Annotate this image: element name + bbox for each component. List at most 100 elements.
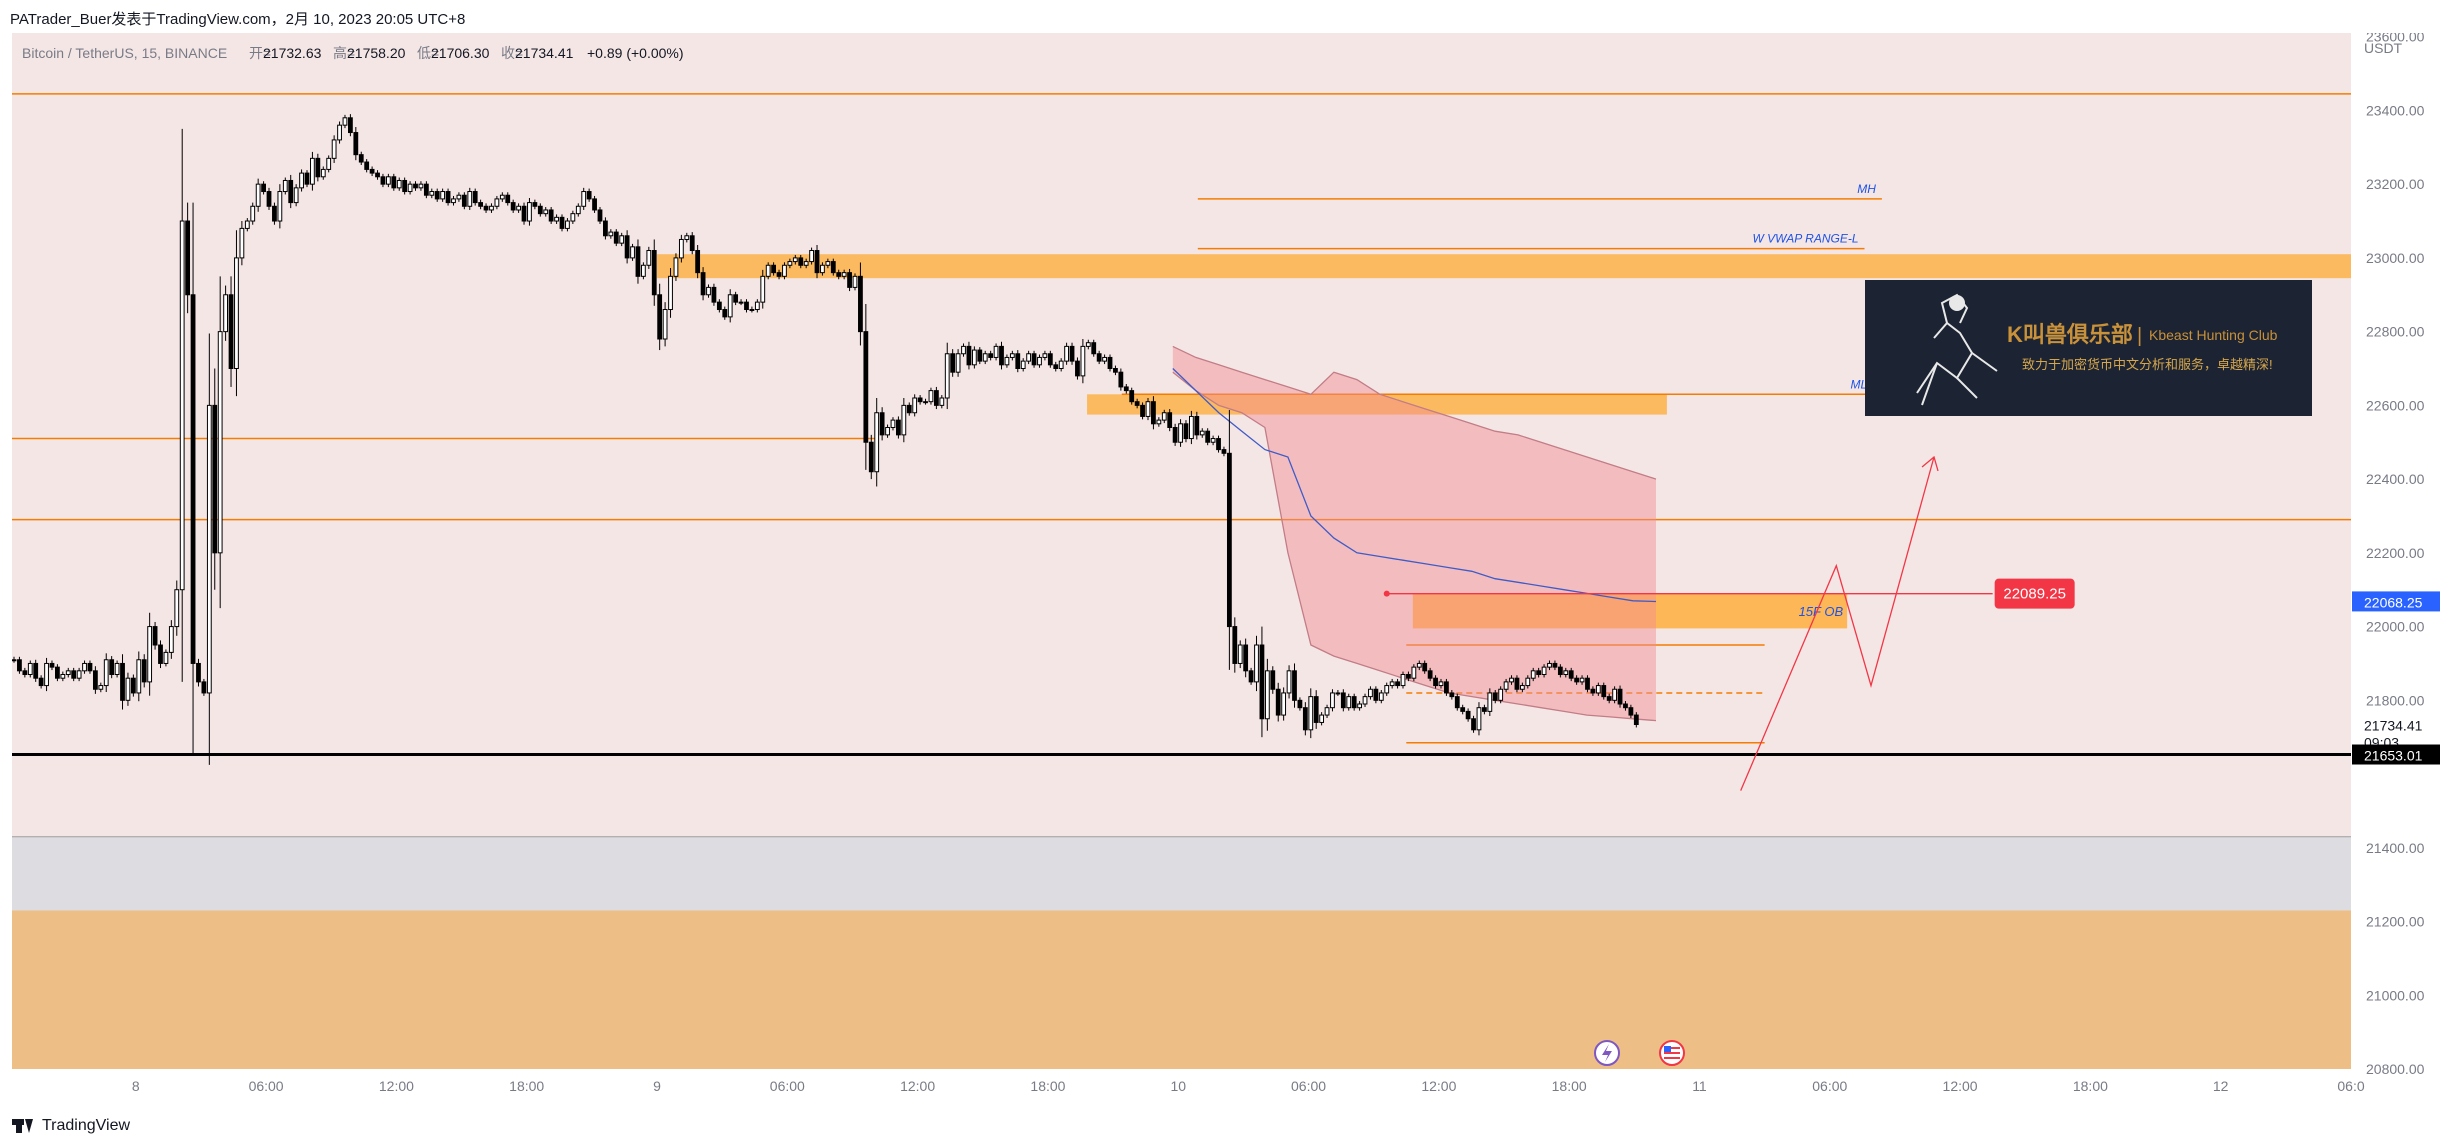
candle-body [1129,390,1135,403]
candle-body [570,213,576,222]
candle-body [1172,426,1178,443]
candle-body [120,662,125,701]
candle [38,675,44,689]
candle-body [711,286,717,303]
candle [521,202,527,225]
candle-body [896,419,901,436]
candle [17,656,22,674]
candle-body [1427,670,1433,679]
candle-body [700,272,706,296]
candle-body [337,124,342,141]
candle-body [1492,692,1498,701]
candle [266,187,272,210]
vwap-lower-line [1172,371,1657,722]
candle [706,284,711,298]
candle [955,349,961,377]
candle [168,620,174,659]
candle [65,667,71,678]
candle-body [1487,692,1493,712]
legend-change: +0.89 (+0.00%) [587,45,684,61]
candle-body [1199,430,1205,436]
level-label: MH [1857,182,1876,196]
candle-body [201,681,207,694]
candle [1389,678,1395,689]
candle-body [423,183,429,196]
candle-body [282,179,288,193]
us-flag-event-icon[interactable] [1659,1040,1685,1066]
candle [1628,704,1634,719]
candle [678,234,684,263]
candle-body [592,198,597,211]
legend-ohlc-value: 21732.63 [263,45,322,61]
candle-body [1471,718,1476,731]
candle-body [456,194,462,200]
candle [581,187,587,210]
candle [27,660,33,678]
candle-body [1633,714,1639,725]
candle [82,660,87,674]
candle [1221,446,1227,457]
candle [820,262,825,276]
candle-body [1454,696,1460,709]
candle-body [364,161,370,170]
candle [890,417,896,431]
candle-body [1574,677,1580,683]
candle-body [1308,696,1314,731]
price-chart[interactable]: 15F OB MH W VWAP RANGE-L ML 22089.25 23600… [12,33,2441,1109]
price-tick-label: 21000.00 [2366,987,2425,1003]
candle [1091,339,1097,357]
candle [689,232,695,255]
candle [125,672,131,706]
candle-body [1248,670,1254,683]
candle-body [1140,404,1145,417]
candle-body [375,172,380,178]
candle [1444,678,1449,696]
candle [1579,675,1585,685]
candle-body [706,286,711,296]
candle [527,197,532,226]
candle-body [1362,696,1368,705]
candle [1270,666,1276,694]
candle [92,666,98,694]
time-tick-label: 18:00 [1552,1078,1587,1094]
chart-area[interactable]: 15F OB MH W VWAP RANGE-L ML 22089.25 23600… [12,33,2441,1109]
candle [1330,689,1335,712]
candle [261,181,266,195]
candle-body [1042,353,1048,358]
candle [1617,685,1623,708]
candle-body [575,205,581,215]
price-tick-label: 22800.00 [2366,324,2425,340]
candle [310,151,315,191]
time-tick-label: 06:00 [1291,1078,1326,1094]
candle-body [141,659,147,683]
candle-body [988,353,994,358]
candle-body [1552,662,1558,668]
candle-body [407,183,413,193]
candle-body [174,589,180,628]
candle [575,203,581,217]
candle-body [152,626,158,646]
candle-body [1465,710,1471,720]
candle-body [12,659,17,662]
candle-body [521,205,527,222]
lightning-event-icon[interactable] [1594,1040,1620,1066]
candle [331,135,337,163]
candle-body [1476,707,1482,731]
time-tick-label: 12:00 [1943,1078,1978,1094]
candle [1058,358,1064,372]
time-tick-label: 12:00 [379,1078,414,1094]
candle-body [440,191,446,200]
candle [1216,435,1221,453]
candle-body [320,168,326,178]
candle [407,181,413,195]
candle-body [527,202,532,222]
candle-body [1503,681,1509,690]
candle [299,169,304,192]
candle-body [1275,688,1281,716]
price-tick-label: 22400.00 [2366,471,2425,487]
time-axis-background [12,1069,2441,1109]
candle [402,177,408,195]
candle [358,151,364,165]
candle [863,303,869,470]
candle [1243,638,1249,678]
